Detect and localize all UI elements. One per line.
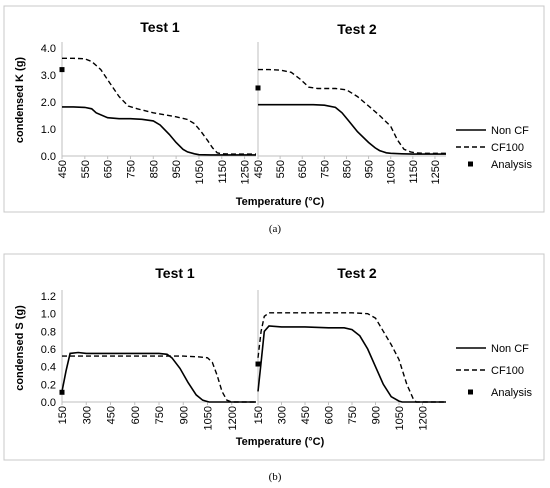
figure-b-y-tick-label: 0.8 <box>41 326 56 338</box>
figure-b-legend-analysis-marker <box>468 389 473 395</box>
figure-b-legend-cf100-label: CF100 <box>491 365 524 377</box>
figure-b-panel-2-plot: 150 300 450 600 750 900 1050 1200 <box>253 290 446 430</box>
figure-a-panel-2-x-tick-label: 650 <box>297 160 309 178</box>
figure-b: Test 1 Test 2 condensed S (g) Temperatur… <box>3 253 545 483</box>
figure-b-caption: (b) <box>269 471 282 483</box>
figure-a-y-tick-label: 3.0 <box>41 70 56 82</box>
figure-b-panel-1-series-cf100 <box>62 355 256 403</box>
figure-b-panel-2-x-tick-label: 750 <box>347 406 359 424</box>
figure-a-panel-1-x-tick-label: 1150 <box>217 160 229 184</box>
figure-b-y-tick-label: 0.6 <box>41 344 56 356</box>
figure-b-panel-1-title: Test 1 <box>155 265 195 281</box>
figure-b-panel-2-x-tick-label: 600 <box>324 406 336 424</box>
figure-a-y-tick-label: 2.0 <box>41 97 56 109</box>
figure-a-panel-1-x-tick-label: 550 <box>80 160 92 178</box>
figure-a-panel-2-x-tick-label: 1250 <box>430 160 442 184</box>
figure-a-panel-1-x-tick-label: 1050 <box>194 160 206 184</box>
figure-a-panel-1-x-tick-label: 1250 <box>240 160 252 184</box>
figure-a: Test 1 Test 2 condensed K (g) Temperatur… <box>3 5 545 235</box>
figure-a-panel-1-series-cf100 <box>62 57 256 155</box>
figure-b-panel-1-x-tick-label: 900 <box>178 406 190 424</box>
figure-a-legend-cf100-label: CF100 <box>491 142 524 154</box>
figure-a-y-axis-label: condensed K (g) <box>14 57 26 144</box>
figure-b-panel-2-x-tick-label: 900 <box>371 406 383 424</box>
figure-b-panel-2-series-cf100 <box>257 312 446 403</box>
figure-a-panel-2-x-tick-label: 850 <box>341 160 353 178</box>
figure-b-panel-1-x-tick-label: 750 <box>154 406 166 424</box>
figure-b-panel-1-x-tick-label: 450 <box>106 406 118 424</box>
figure-b-y-tick-label: 1.2 <box>41 291 56 303</box>
figure-b-y-ticks: 0.0 0.2 0.4 0.6 0.8 1.0 1.2 <box>41 291 56 409</box>
figure-a-panel-2-x-tick-label: 1050 <box>386 160 398 184</box>
figure-a-y-tick-label: 4.0 <box>41 43 56 55</box>
figure-b-legend: Non CF CF100 Analysis <box>456 343 532 399</box>
figure-a-y-ticks: 0.0 1.0 2.0 3.0 4.0 <box>41 43 56 163</box>
figure-a-panel-2-x-tick-label: 550 <box>275 160 287 178</box>
figure-a-panel-1-series-non-cf <box>62 106 256 156</box>
figure-a-panel-2-plot: 450 550 650 750 850 950 1050 1150 1250 <box>253 42 446 184</box>
figure-a-panel-2-x-tick-label: 950 <box>364 160 376 178</box>
figure-b-y-tick-label: 0.4 <box>41 362 56 374</box>
figure-b-panel-1-x-tick-label: 300 <box>81 406 93 424</box>
figure-a-panel-2-analysis-point <box>255 85 261 91</box>
figure-b-panel-1-x-tick-label: 1050 <box>203 406 215 430</box>
figure-a-panel-1-x-tick-label: 650 <box>103 160 115 178</box>
figure-b-y-tick-label: 0.2 <box>41 379 56 391</box>
figure-b-y-axis-label: condensed S (g) <box>14 305 26 391</box>
figure-b-panel-1-plot: 150 300 450 600 750 900 1050 1200 <box>57 290 256 430</box>
figure-a-panel-1-x-tick-label: 450 <box>57 160 69 178</box>
figure-b-x-axis-label: Temperature (°C) <box>236 436 325 448</box>
figure-b-panel-2-series-non-cf <box>257 325 446 403</box>
figure-a-panel-2-x-tick-label: 1150 <box>408 160 420 184</box>
figure-b-panel-2-x-tick-label: 1050 <box>394 406 406 430</box>
figure-a-panel-1-x-tick-label: 850 <box>148 160 160 178</box>
figure-a-panel-2-title: Test 2 <box>337 21 377 37</box>
figure-a-legend-non-cf-label: Non CF <box>491 125 529 137</box>
figure-a-panel-2-series-non-cf <box>258 103 446 155</box>
figure-a-panel-1-title: Test 1 <box>140 19 180 35</box>
figure-b-legend-analysis-label: Analysis <box>491 387 532 399</box>
figure-a-panel-1-plot: 450 550 650 750 850 950 1050 1150 1250 <box>57 42 256 184</box>
figure-b-frame <box>3 253 545 461</box>
figure-b-panel-1-series-non-cf <box>61 351 256 403</box>
figure-b-panel-1-x-tick-label: 1200 <box>227 406 239 430</box>
figure-a-legend: Non CF CF100 Analysis <box>456 125 532 171</box>
figure-a-panel-1-analysis-point <box>59 67 65 73</box>
figure-b-panel-1-x-tick-label: 600 <box>130 406 142 424</box>
figure-a-x-axis-label: Temperature (°C) <box>236 196 325 208</box>
figure-b-panel-2-x-tick-label: 150 <box>253 406 265 424</box>
figure-a-y-tick-label: 1.0 <box>41 124 56 136</box>
figure-b-panel-2-title: Test 2 <box>337 265 377 281</box>
figure-a-panel-2-x-tick-label: 750 <box>319 160 331 178</box>
figure-b-panel-1-x-tick-label: 150 <box>57 406 69 424</box>
figure-b-panel-2-x-tick-label: 300 <box>277 406 289 424</box>
figure-b-panel-2-x-tick-label: 450 <box>300 406 312 424</box>
figure-b-y-tick-label: 1.0 <box>41 309 56 321</box>
figure-a-panel-2-x-tick-label: 450 <box>253 160 265 178</box>
figure-a-panel-1-x-tick-label: 750 <box>125 160 137 178</box>
figure-b-y-tick-label: 0.0 <box>41 397 56 409</box>
figure-a-legend-analysis-label: Analysis <box>491 159 532 171</box>
figure-b-panel-1-analysis-point <box>59 389 65 395</box>
figure-a-panel-1-x-tick-label: 950 <box>171 160 183 178</box>
figure-a-frame <box>3 5 545 213</box>
figure-a-y-tick-label: 0.0 <box>41 151 56 163</box>
figure-b-legend-non-cf-label: Non CF <box>491 343 529 355</box>
figure-a-legend-analysis-marker <box>468 161 473 167</box>
figure-b-panel-2-x-tick-label: 1200 <box>418 406 430 430</box>
figure-a-panel-2-series-cf100 <box>258 68 446 155</box>
figure-a-caption: (a) <box>269 223 282 235</box>
figure-b-panel-2-analysis-point <box>255 361 261 367</box>
